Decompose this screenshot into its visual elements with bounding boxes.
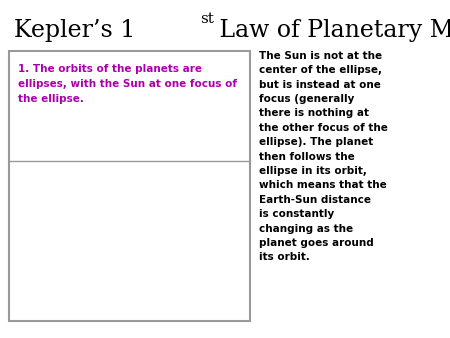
Text: x: x — [75, 234, 83, 247]
Text: Law of Planetary Motion.: Law of Planetary Motion. — [212, 19, 450, 42]
Text: focus: focus — [111, 285, 148, 298]
Text: st: st — [200, 12, 214, 26]
Text: Planet: Planet — [171, 182, 216, 194]
Circle shape — [67, 229, 91, 253]
Text: 1. The orbits of the planets are
ellipses, with the Sun at one focus of
the elli: 1. The orbits of the planets are ellipse… — [18, 64, 237, 104]
Text: Sun: Sun — [65, 200, 92, 213]
Text: The Sun is not at the
center of the ellipse,
but is instead at one
focus (genera: The Sun is not at the center of the elli… — [259, 51, 387, 262]
Text: x: x — [176, 233, 184, 248]
Text: Kepler’s 1: Kepler’s 1 — [14, 19, 135, 42]
Circle shape — [157, 176, 174, 193]
